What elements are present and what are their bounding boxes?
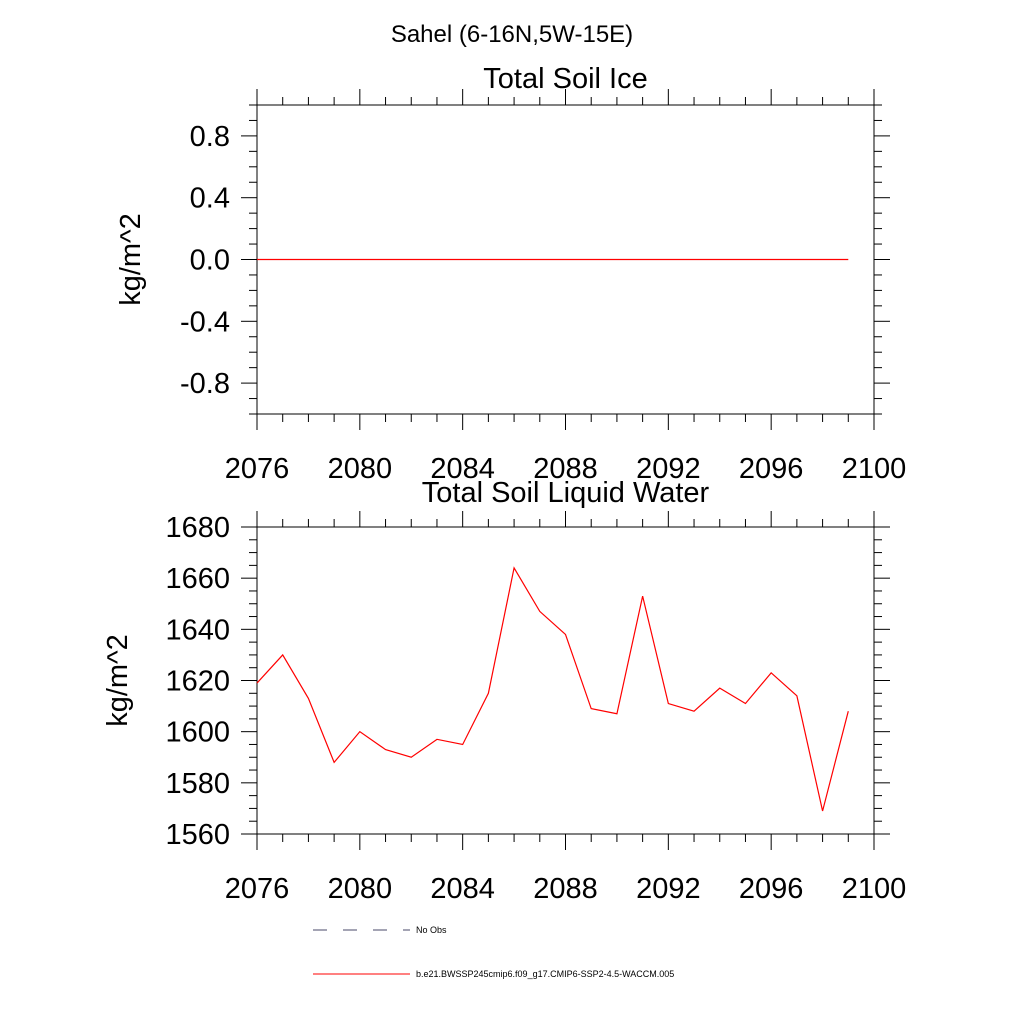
y-tick-label: 1680 xyxy=(165,512,230,544)
y-tick-label: 1660 xyxy=(165,563,230,595)
x-tick-label: 2092 xyxy=(636,453,701,485)
y-tick-label: 0.4 xyxy=(190,183,230,215)
x-tick-label: 2088 xyxy=(533,873,598,905)
y-tick-label: 0.0 xyxy=(190,245,230,277)
legend-entry-no-obs: No Obs xyxy=(313,925,447,935)
y-tick-label: -0.4 xyxy=(180,306,230,338)
x-tick-label: 2080 xyxy=(328,453,393,485)
x-tick-label: 2096 xyxy=(739,873,804,905)
y-tick-label: 1600 xyxy=(165,717,230,749)
y-tick-label: 1640 xyxy=(165,614,230,646)
y-axis-label: kg/m^2 xyxy=(102,634,134,727)
x-tick-label: 2076 xyxy=(225,453,290,485)
legend-label-no-obs: No Obs xyxy=(416,925,447,935)
x-tick-label: 2080 xyxy=(328,873,393,905)
y-tick-label: 1580 xyxy=(165,768,230,800)
y-tick-label: -0.8 xyxy=(180,368,230,400)
x-tick-label: 2100 xyxy=(842,873,907,905)
panel-total-soil-liquid-water: Total Soil Liquid Water 2076 2080 2084 2088 2… xyxy=(102,477,906,905)
legend: No Obs b.e21.BWSSP245cmip6.f09_g17.CMIP6… xyxy=(313,925,674,979)
x-tick-label: 2096 xyxy=(739,453,804,485)
x-tick-label: 2084 xyxy=(430,453,495,485)
figure-suptitle: Sahel (6-16N,5W-15E) xyxy=(391,21,633,48)
y-tick-label: 0.8 xyxy=(190,121,230,153)
legend-label-waccm: b.e21.BWSSP245cmip6.f09_g17.CMIP6-SSP2-4… xyxy=(416,969,674,979)
chart-title: Total Soil Liquid Water xyxy=(422,477,710,509)
x-tick-label: 2076 xyxy=(225,873,290,905)
x-tick-label: 2100 xyxy=(842,453,907,485)
y-axis-label: kg/m^2 xyxy=(115,213,147,306)
series-line xyxy=(256,566,849,812)
x-tick-label: 2092 xyxy=(636,873,701,905)
plot-frame xyxy=(256,526,875,835)
x-tick-label: 2084 xyxy=(430,873,495,905)
legend-entry-waccm: b.e21.BWSSP245cmip6.f09_g17.CMIP6-SSP2-4… xyxy=(313,969,674,979)
x-tick-label: 2088 xyxy=(533,453,598,485)
y-tick-label: 1560 xyxy=(165,819,230,851)
y-tick-label: 1620 xyxy=(165,666,230,698)
